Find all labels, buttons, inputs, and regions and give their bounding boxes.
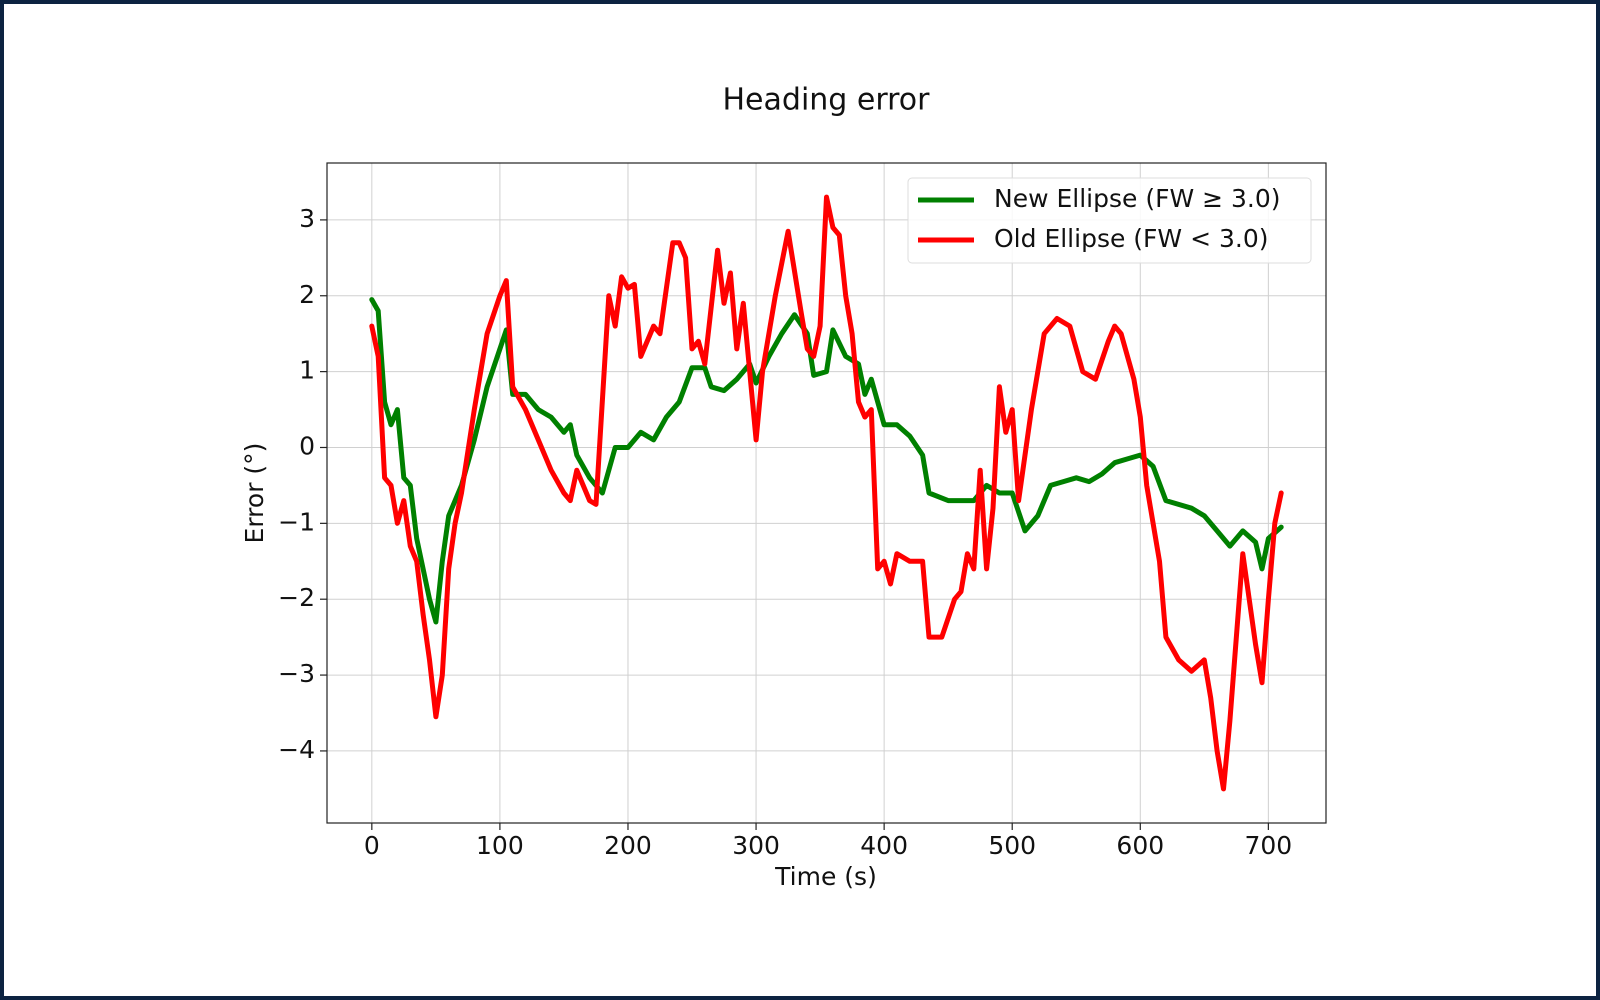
y-axis-label: Error (°) [240,443,269,544]
x-tick-label: 0 [364,831,380,860]
legend: New Ellipse (FW ≥ 3.0) Old Ellipse (FW < … [907,177,1312,264]
y-tick-label: 1 [299,356,315,385]
legend-label: New Ellipse (FW ≥ 3.0) [994,184,1281,213]
plot-area [327,163,1326,823]
y-tick-label: 3 [299,204,315,233]
y-tick-label: −3 [278,659,315,688]
x-tick-label: 600 [1116,831,1164,860]
y-tick-label: −2 [278,583,315,612]
legend-label: Old Ellipse (FW < 3.0) [994,224,1269,253]
x-tick-label: 700 [1245,831,1293,860]
x-tick-label: 200 [604,831,652,860]
x-tick-label: 100 [476,831,524,860]
legend-box [907,177,1312,264]
x-tick-label: 500 [988,831,1036,860]
y-tick-label: −4 [278,735,315,764]
series-line [369,194,1284,792]
chart-title: Heading error [723,83,931,118]
y-tick-label: −1 [278,507,315,536]
x-axis-label: Time (s) [774,862,877,891]
y-tick-label: 0 [299,431,315,460]
x-tick-label: 300 [732,831,780,860]
x-tick-label: 400 [860,831,908,860]
plot-frame [326,162,1327,824]
y-tick-label: 2 [299,280,315,309]
